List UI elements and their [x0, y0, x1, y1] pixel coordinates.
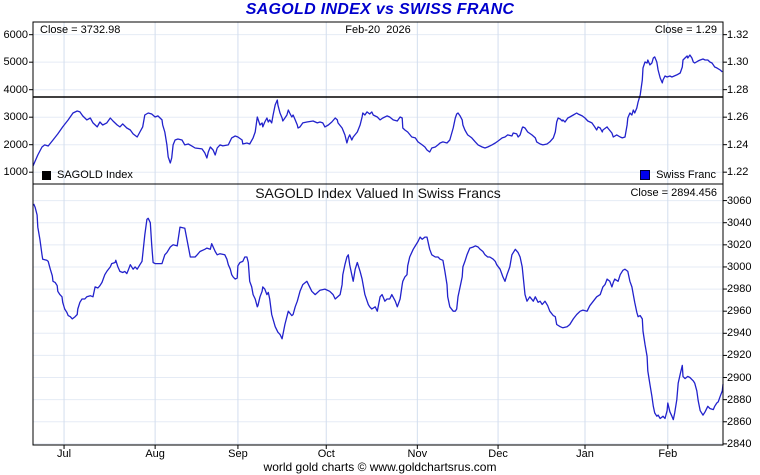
- y-axis-label-left: 5000: [3, 56, 28, 69]
- y-axis-label-left: 4000: [3, 83, 28, 96]
- swiss-franc-line: [32, 54, 723, 167]
- y-axis-label-right: 2840: [727, 437, 752, 450]
- y-axis-label-right: 2880: [727, 393, 752, 406]
- sagold-index-swatch-icon: [42, 170, 51, 180]
- sagold-chf-close-label: Close = 2894.456: [630, 187, 717, 199]
- x-axis-label-sep: Sep: [228, 448, 248, 460]
- legend-sagold-index: SAGOLD Index: [42, 169, 133, 181]
- y-axis-label-right: 2960: [727, 305, 752, 318]
- footer-credit: world gold charts © www.goldchartsrus.co…: [263, 460, 497, 474]
- y-axis-label-left: 6000: [3, 28, 28, 41]
- x-axis-label-jul: Jul: [57, 448, 72, 460]
- y-axis-label-right: 3000: [727, 260, 752, 273]
- y-axis-label-right: 1.24: [727, 138, 749, 151]
- bottom-panel-border: [32, 183, 724, 446]
- x-axis-label-jan: Jan: [576, 448, 594, 460]
- y-axis-label-right: 2980: [727, 283, 752, 296]
- y-axis-label-right: 1.22: [727, 166, 749, 179]
- chart-title: SAGOLD INDEX vs SWISS FRANC: [245, 1, 515, 18]
- x-axis-label-nov: Nov: [407, 448, 428, 460]
- x-axis-label-aug: Aug: [145, 448, 165, 460]
- swiss-franc-swatch-icon: [640, 170, 651, 180]
- sagold-close-label: Close = 3732.98: [40, 24, 121, 36]
- date-label: Feb-20 2026: [345, 24, 411, 36]
- y-axis-label-left: 1000: [3, 166, 28, 179]
- x-axis-label-dec: Dec: [488, 448, 508, 460]
- y-axis-label-right: 2920: [727, 349, 752, 362]
- y-axis-label-right: 3040: [727, 216, 752, 229]
- top-panel-border: [32, 21, 724, 185]
- y-axis-label-left: 2000: [3, 138, 28, 151]
- legend-swiss-franc: Swiss Franc: [640, 169, 716, 181]
- y-axis-label-left: 3000: [3, 111, 28, 124]
- y-axis-label-right: 3020: [727, 238, 752, 251]
- legend-sagold-index-label: SAGOLD Index: [57, 169, 133, 181]
- legend-swiss-franc-label: Swiss Franc: [656, 169, 716, 181]
- y-axis-label-right: 1.28: [727, 83, 749, 96]
- y-axis-label-right: 1.32: [727, 28, 749, 41]
- y-axis-label-right: 2860: [727, 415, 752, 428]
- x-axis-label-feb: Feb: [658, 448, 678, 460]
- y-axis-label-right: 1.30: [727, 56, 749, 69]
- y-axis-label-right: 1.26: [727, 111, 749, 124]
- swiss-franc-close-label: Close = 1.29: [654, 24, 717, 36]
- bottom-panel-title: SAGOLD Index Valued In Swiss Francs: [255, 185, 501, 201]
- y-axis-label-right: 3060: [727, 194, 752, 207]
- sagold-chf-line: [33, 203, 724, 421]
- y-axis-label-right: 2940: [727, 327, 752, 340]
- y-axis-label-right: 2900: [727, 371, 752, 384]
- x-axis-label-oct: Oct: [317, 448, 335, 460]
